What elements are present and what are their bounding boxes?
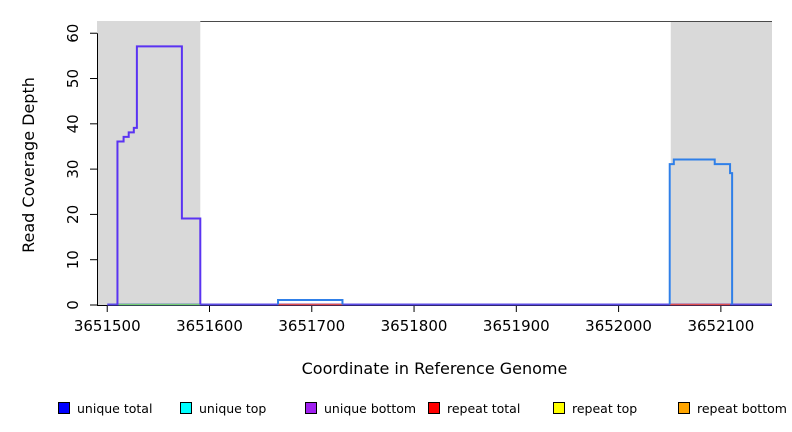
legend-item-unique-bottom: unique bottom [305,398,416,418]
y-tick-label: 30 [64,160,82,179]
x-tick-label: 3652000 [585,317,652,335]
right-coverage-peak [668,158,734,305]
legend-label: repeat bottom [697,400,787,416]
x-tick-label: 3651700 [278,317,345,335]
legend-item-repeat-total: repeat total [428,398,520,418]
middle-coverage-bump [277,298,344,305]
x-tick-label: 3651900 [483,317,550,335]
legend-swatch-unique-total [58,402,70,414]
x-tick-label: 3652100 [687,317,754,335]
y-tick-label: 40 [64,114,82,133]
y-tick-label: 20 [64,205,82,224]
x-tick-label: 3651500 [74,317,141,335]
legend-label: unique top [199,400,267,416]
x-tick-label: 3651800 [381,317,448,335]
y-tick-label: 60 [64,24,82,43]
y-tick-label: 0 [64,300,82,310]
legend-label: unique bottom [324,400,417,416]
legend: unique total unique top unique bottom repea… [0,398,792,422]
legend-swatch-repeat-top [553,402,565,414]
y-tick-label: 10 [64,250,82,269]
legend-swatch-unique-top [180,402,192,414]
left-coverage-peak [116,45,202,305]
left-shaded-region [97,21,201,305]
legend-swatch-repeat-bottom [678,402,690,414]
legend-item-unique-top: unique top [180,398,266,418]
legend-label: repeat total [447,400,521,416]
legend-item-repeat-bottom: repeat bottom [678,398,787,418]
legend-swatch-repeat-total [428,402,440,414]
y-tick-label: 50 [64,69,82,88]
right-shaded-region [670,21,772,305]
x-tick-label: 3651600 [176,317,243,335]
legend-label: repeat top [572,400,638,416]
legend-item-unique-total: unique total [58,398,152,418]
legend-label: unique total [77,400,153,416]
x-axis-title: Coordinate in Reference Genome [301,359,568,378]
y-axis-title: Read Coverage Depth [19,77,38,253]
legend-item-repeat-top: repeat top [553,398,637,418]
legend-swatch-unique-bottom [305,402,317,414]
